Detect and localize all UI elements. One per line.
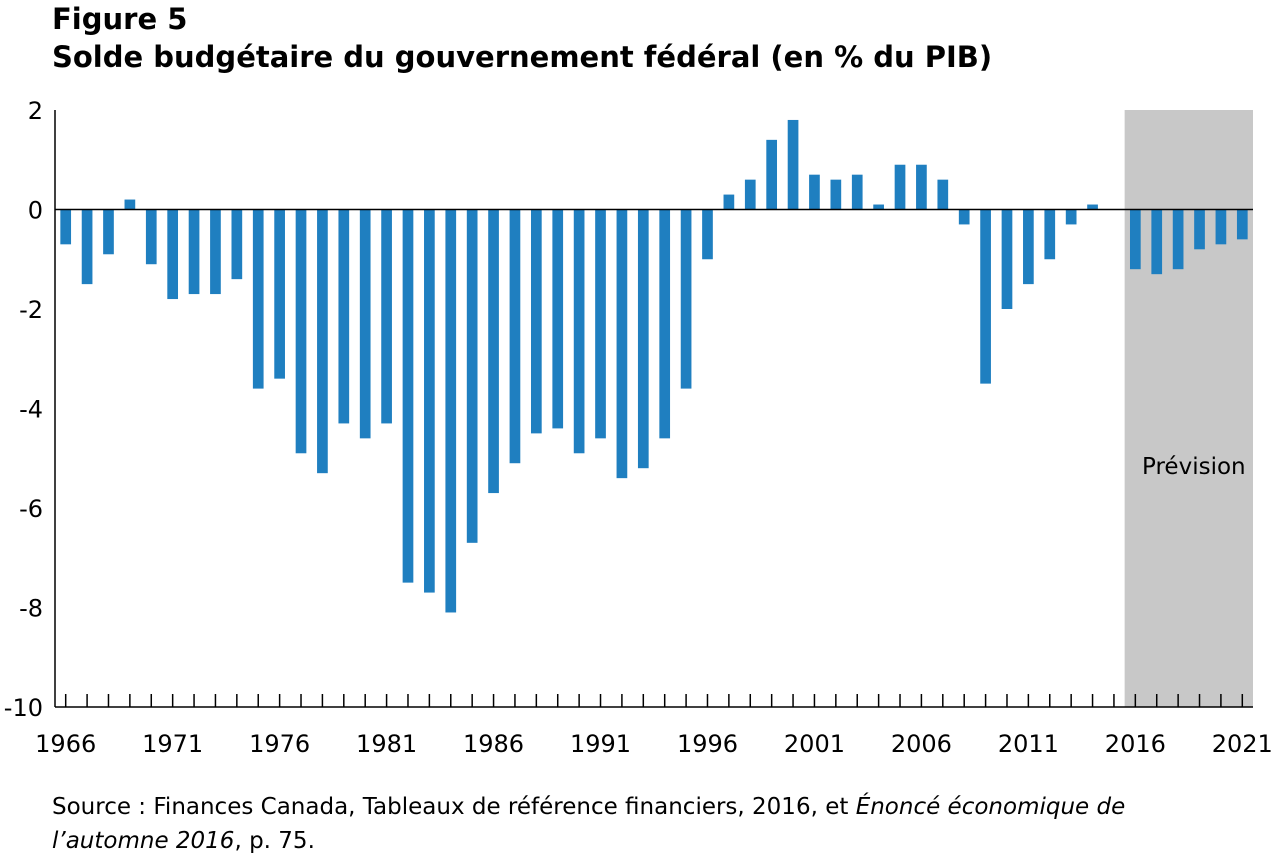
y-tick-label: 2 [28,97,43,125]
bar-1986 [488,209,499,494]
x-tick-label: 2016 [1105,730,1166,758]
bar-1975 [252,209,264,389]
bar-1972 [188,209,200,295]
bar-1999 [766,139,778,210]
figure-title: Solde budgétaire du gouvernement fédéral… [52,40,993,74]
bar-2016 [1129,209,1141,270]
bar-2020 [1215,209,1227,245]
x-tick-label: 1971 [142,730,203,758]
bar-1969 [124,199,136,210]
bar-1966 [60,209,72,245]
bar-1998 [744,179,756,210]
bar-1988 [530,209,542,434]
bar-1989 [552,209,564,429]
bar-1996 [702,209,713,260]
forecast-label: Prévision [1142,454,1246,480]
bar-2018 [1172,209,1184,270]
y-tick-label: -6 [19,495,43,523]
bar-1974 [231,209,243,280]
source-suffix: , p. 75. [234,828,315,854]
y-tick-label: -2 [19,296,43,324]
bar-2000 [787,119,799,210]
bar-1979 [338,209,350,424]
x-tick-label: 1976 [249,730,310,758]
bar-1978 [317,209,328,474]
source-title: Énoncé économique de l’automne 2016 [52,794,1126,854]
bar-1994 [659,209,671,439]
bar-1987 [509,209,521,464]
bar-1968 [103,209,114,255]
source-note: Source : Finances Canada, Tableaux de ré… [52,790,1232,858]
bar-2009 [980,209,991,384]
bar-1985 [466,209,478,543]
source-prefix: Source : Finances Canada, Tableaux de ré… [52,794,856,820]
bar-1991 [595,209,606,439]
bar-1982 [402,209,414,583]
figure-label: Figure 5 [52,2,188,36]
bar-1967 [81,209,93,285]
x-tick-label: 1966 [35,730,96,758]
y-tick-label: -10 [4,694,43,722]
bar-2013 [1065,209,1077,225]
bar-1983 [424,209,435,593]
bar-2004 [873,204,884,210]
bar-2007 [937,179,949,210]
bar-2012 [1044,209,1056,260]
x-tick-label: 1996 [677,730,738,758]
bar-1997 [723,194,735,210]
bar-2005 [894,164,906,210]
bar-1993 [637,209,649,469]
y-tick-label: 0 [28,197,43,225]
bar-2014 [1087,204,1098,210]
bar-2002 [830,179,842,210]
x-tick-label: 2011 [998,730,1059,758]
bar-1981 [381,209,392,424]
bar-1976 [274,209,285,379]
forecast-band [1124,110,1253,707]
bar-2008 [958,209,970,225]
bar-2010 [1001,209,1013,309]
x-tick-label: 1991 [570,730,631,758]
bar-2001 [809,174,820,210]
x-tick-label: 2021 [1212,730,1273,758]
bar-2017 [1151,209,1163,275]
bar-2011 [1023,209,1034,285]
x-tick-label: 1981 [356,730,417,758]
bar-1973 [210,209,221,295]
bar-1977 [295,209,307,454]
y-tick-label: -4 [19,396,43,424]
bar-2006 [916,164,927,210]
bar-1980 [359,209,371,439]
bar-1970 [145,209,157,265]
bar-2019 [1194,209,1205,250]
bar-1984 [445,209,457,613]
x-tick-label: 1986 [463,730,524,758]
bar-2021 [1236,209,1248,240]
bar-1990 [573,209,585,454]
y-tick-label: -8 [19,595,43,623]
bar-2003 [851,174,863,210]
bar-1995 [680,209,692,389]
bar-1971 [167,209,179,300]
x-tick-label: 2006 [891,730,952,758]
x-tick-label: 2001 [784,730,845,758]
bar-1992 [616,209,628,479]
